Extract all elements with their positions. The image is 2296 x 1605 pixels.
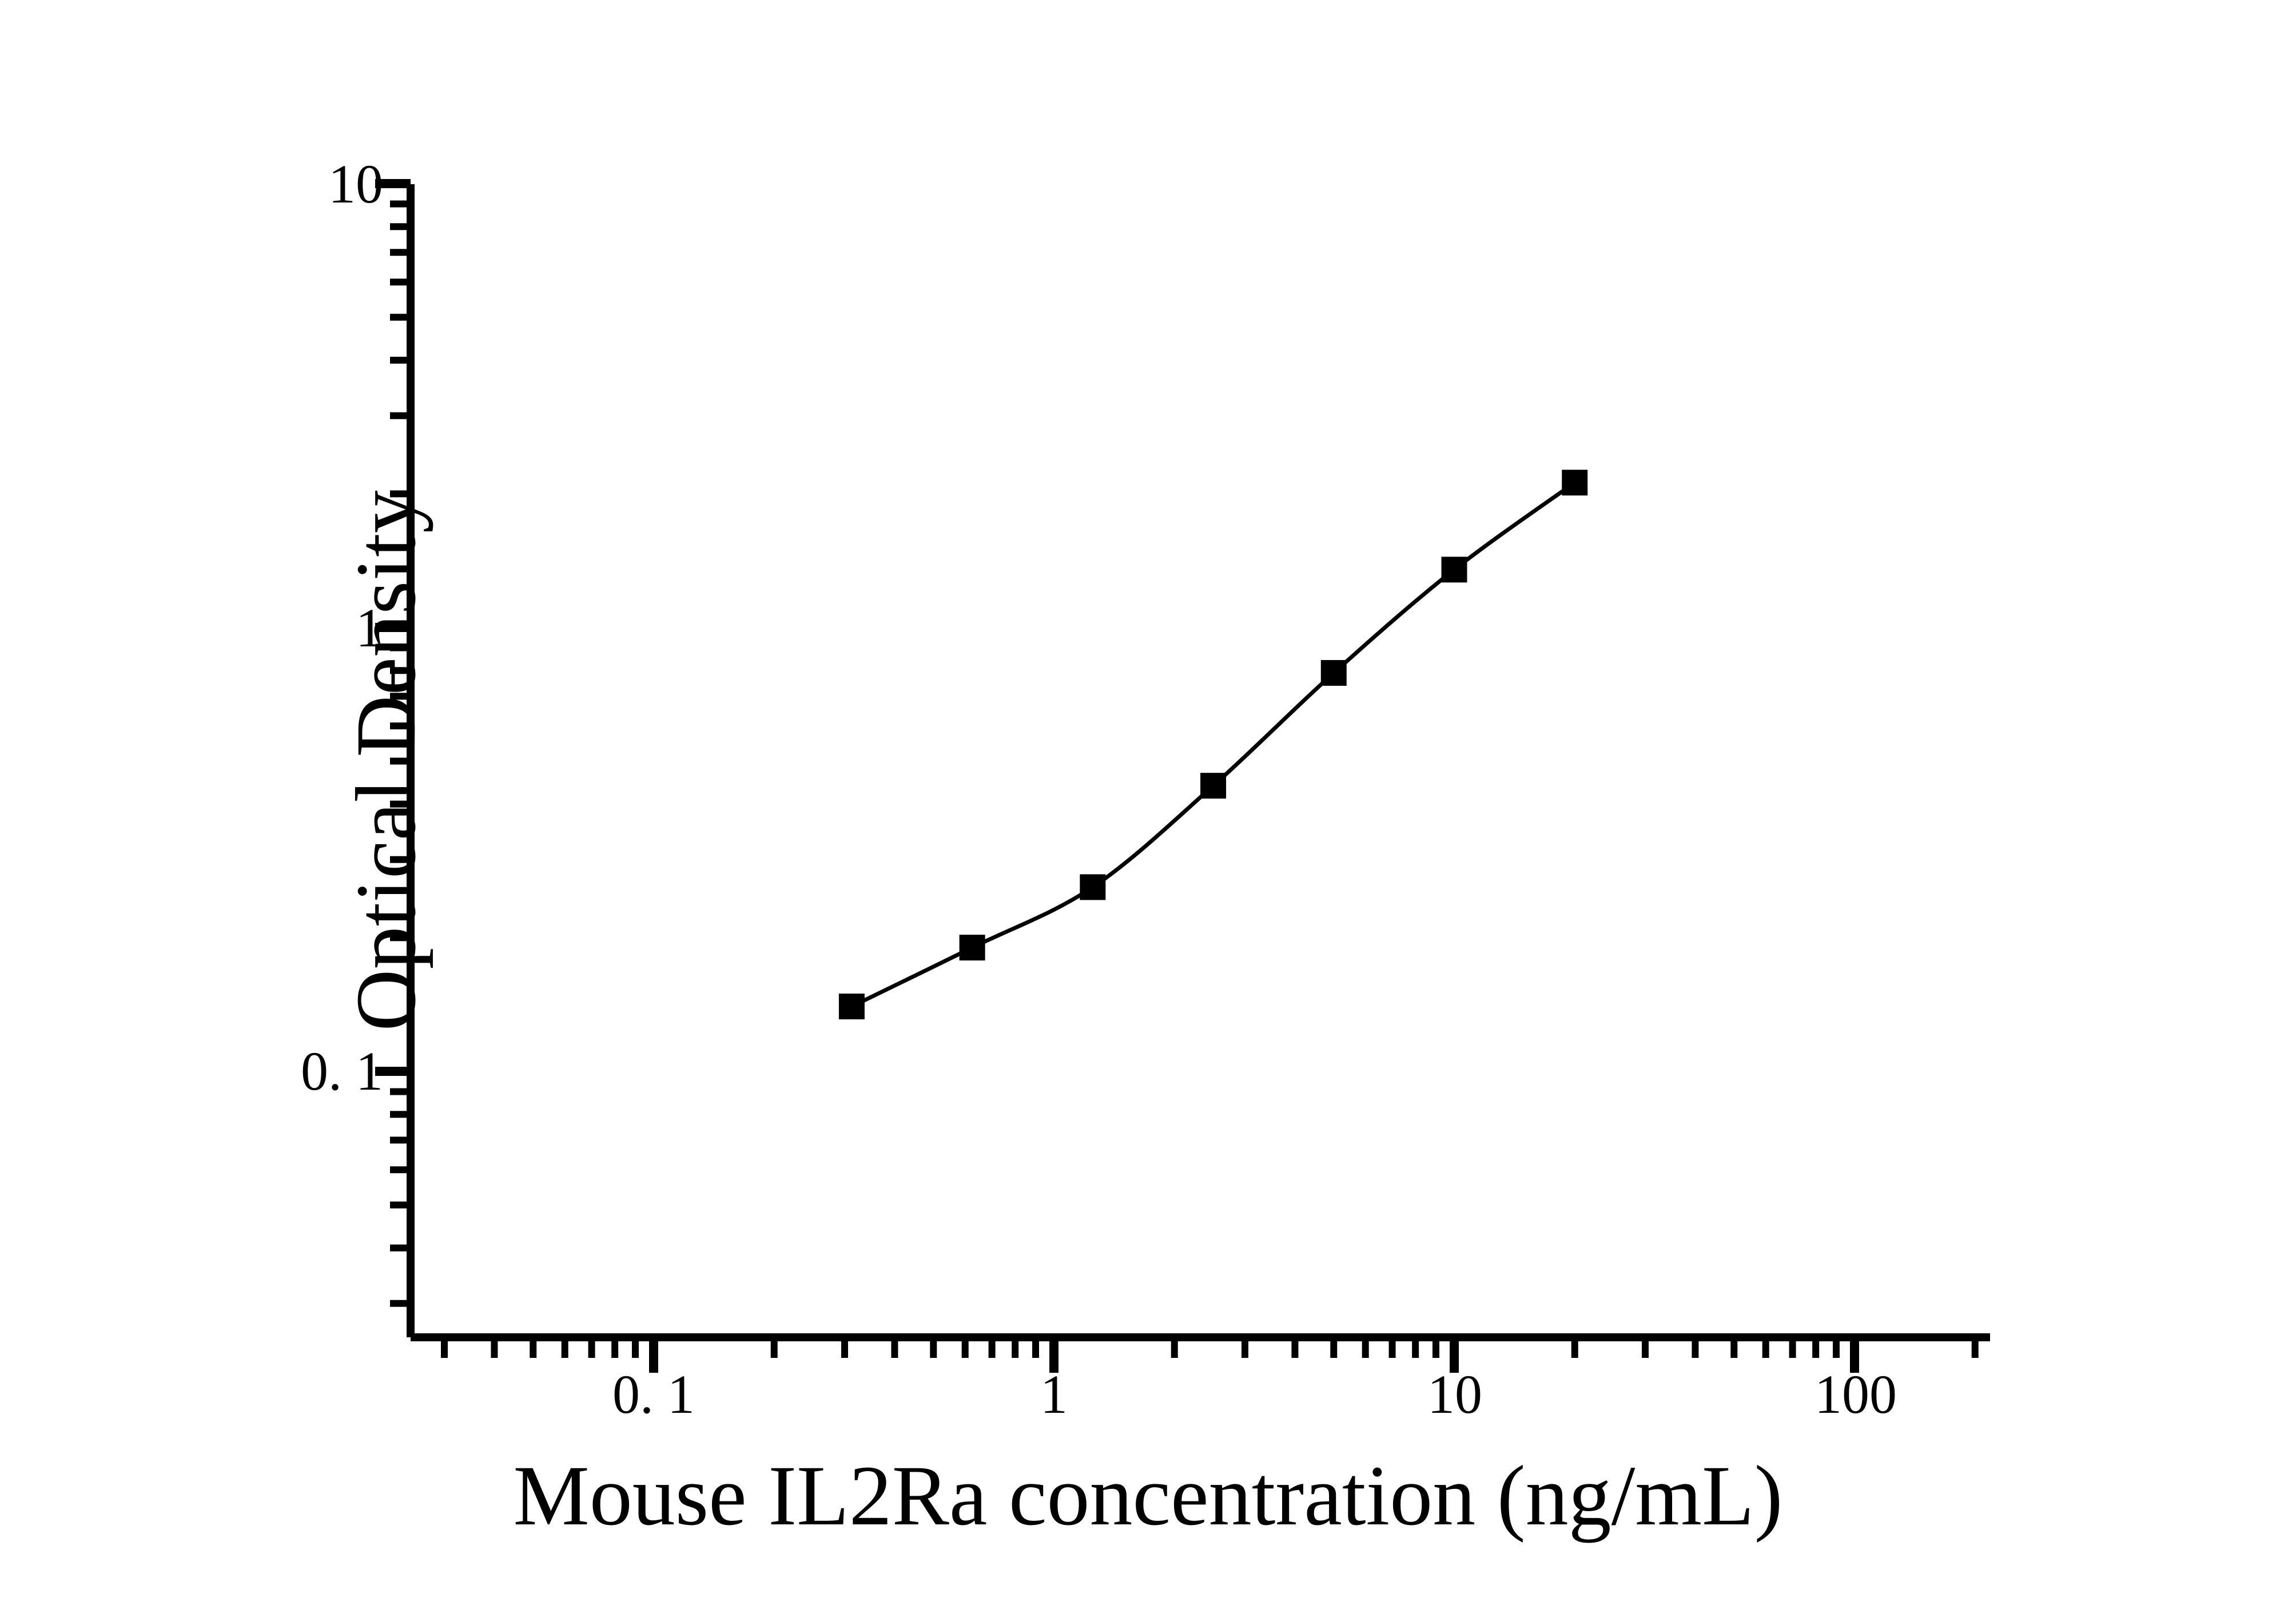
data-point-marker	[1320, 660, 1347, 686]
y-tick-label-0-1: 0. 1	[301, 1040, 383, 1102]
x-tick-label-3: 100	[1814, 1364, 1897, 1425]
x-axis-title: Mouse IL2Ra concentration (ng/mL)	[513, 1448, 1783, 1543]
y-axis-title: Optical Density	[339, 490, 433, 1031]
data-point-marker	[1441, 557, 1467, 583]
data-point-marker	[838, 994, 865, 1020]
data-point-marker	[1562, 470, 1588, 496]
axis-spines	[407, 184, 1990, 1341]
tick-marks	[375, 179, 1979, 1373]
data-point-marker	[959, 935, 985, 961]
y-tick-label-10: 10	[328, 153, 383, 214]
data-point-marker	[1080, 874, 1106, 900]
x-tick-label-1: 1	[1040, 1364, 1068, 1425]
x-tick-label-0: 0. 1	[612, 1364, 695, 1425]
data-point-marker	[1200, 773, 1227, 799]
y-tick-label-1: 1	[356, 597, 383, 658]
x-tick-label-2: 10	[1427, 1364, 1482, 1425]
data-markers	[838, 470, 1588, 1020]
